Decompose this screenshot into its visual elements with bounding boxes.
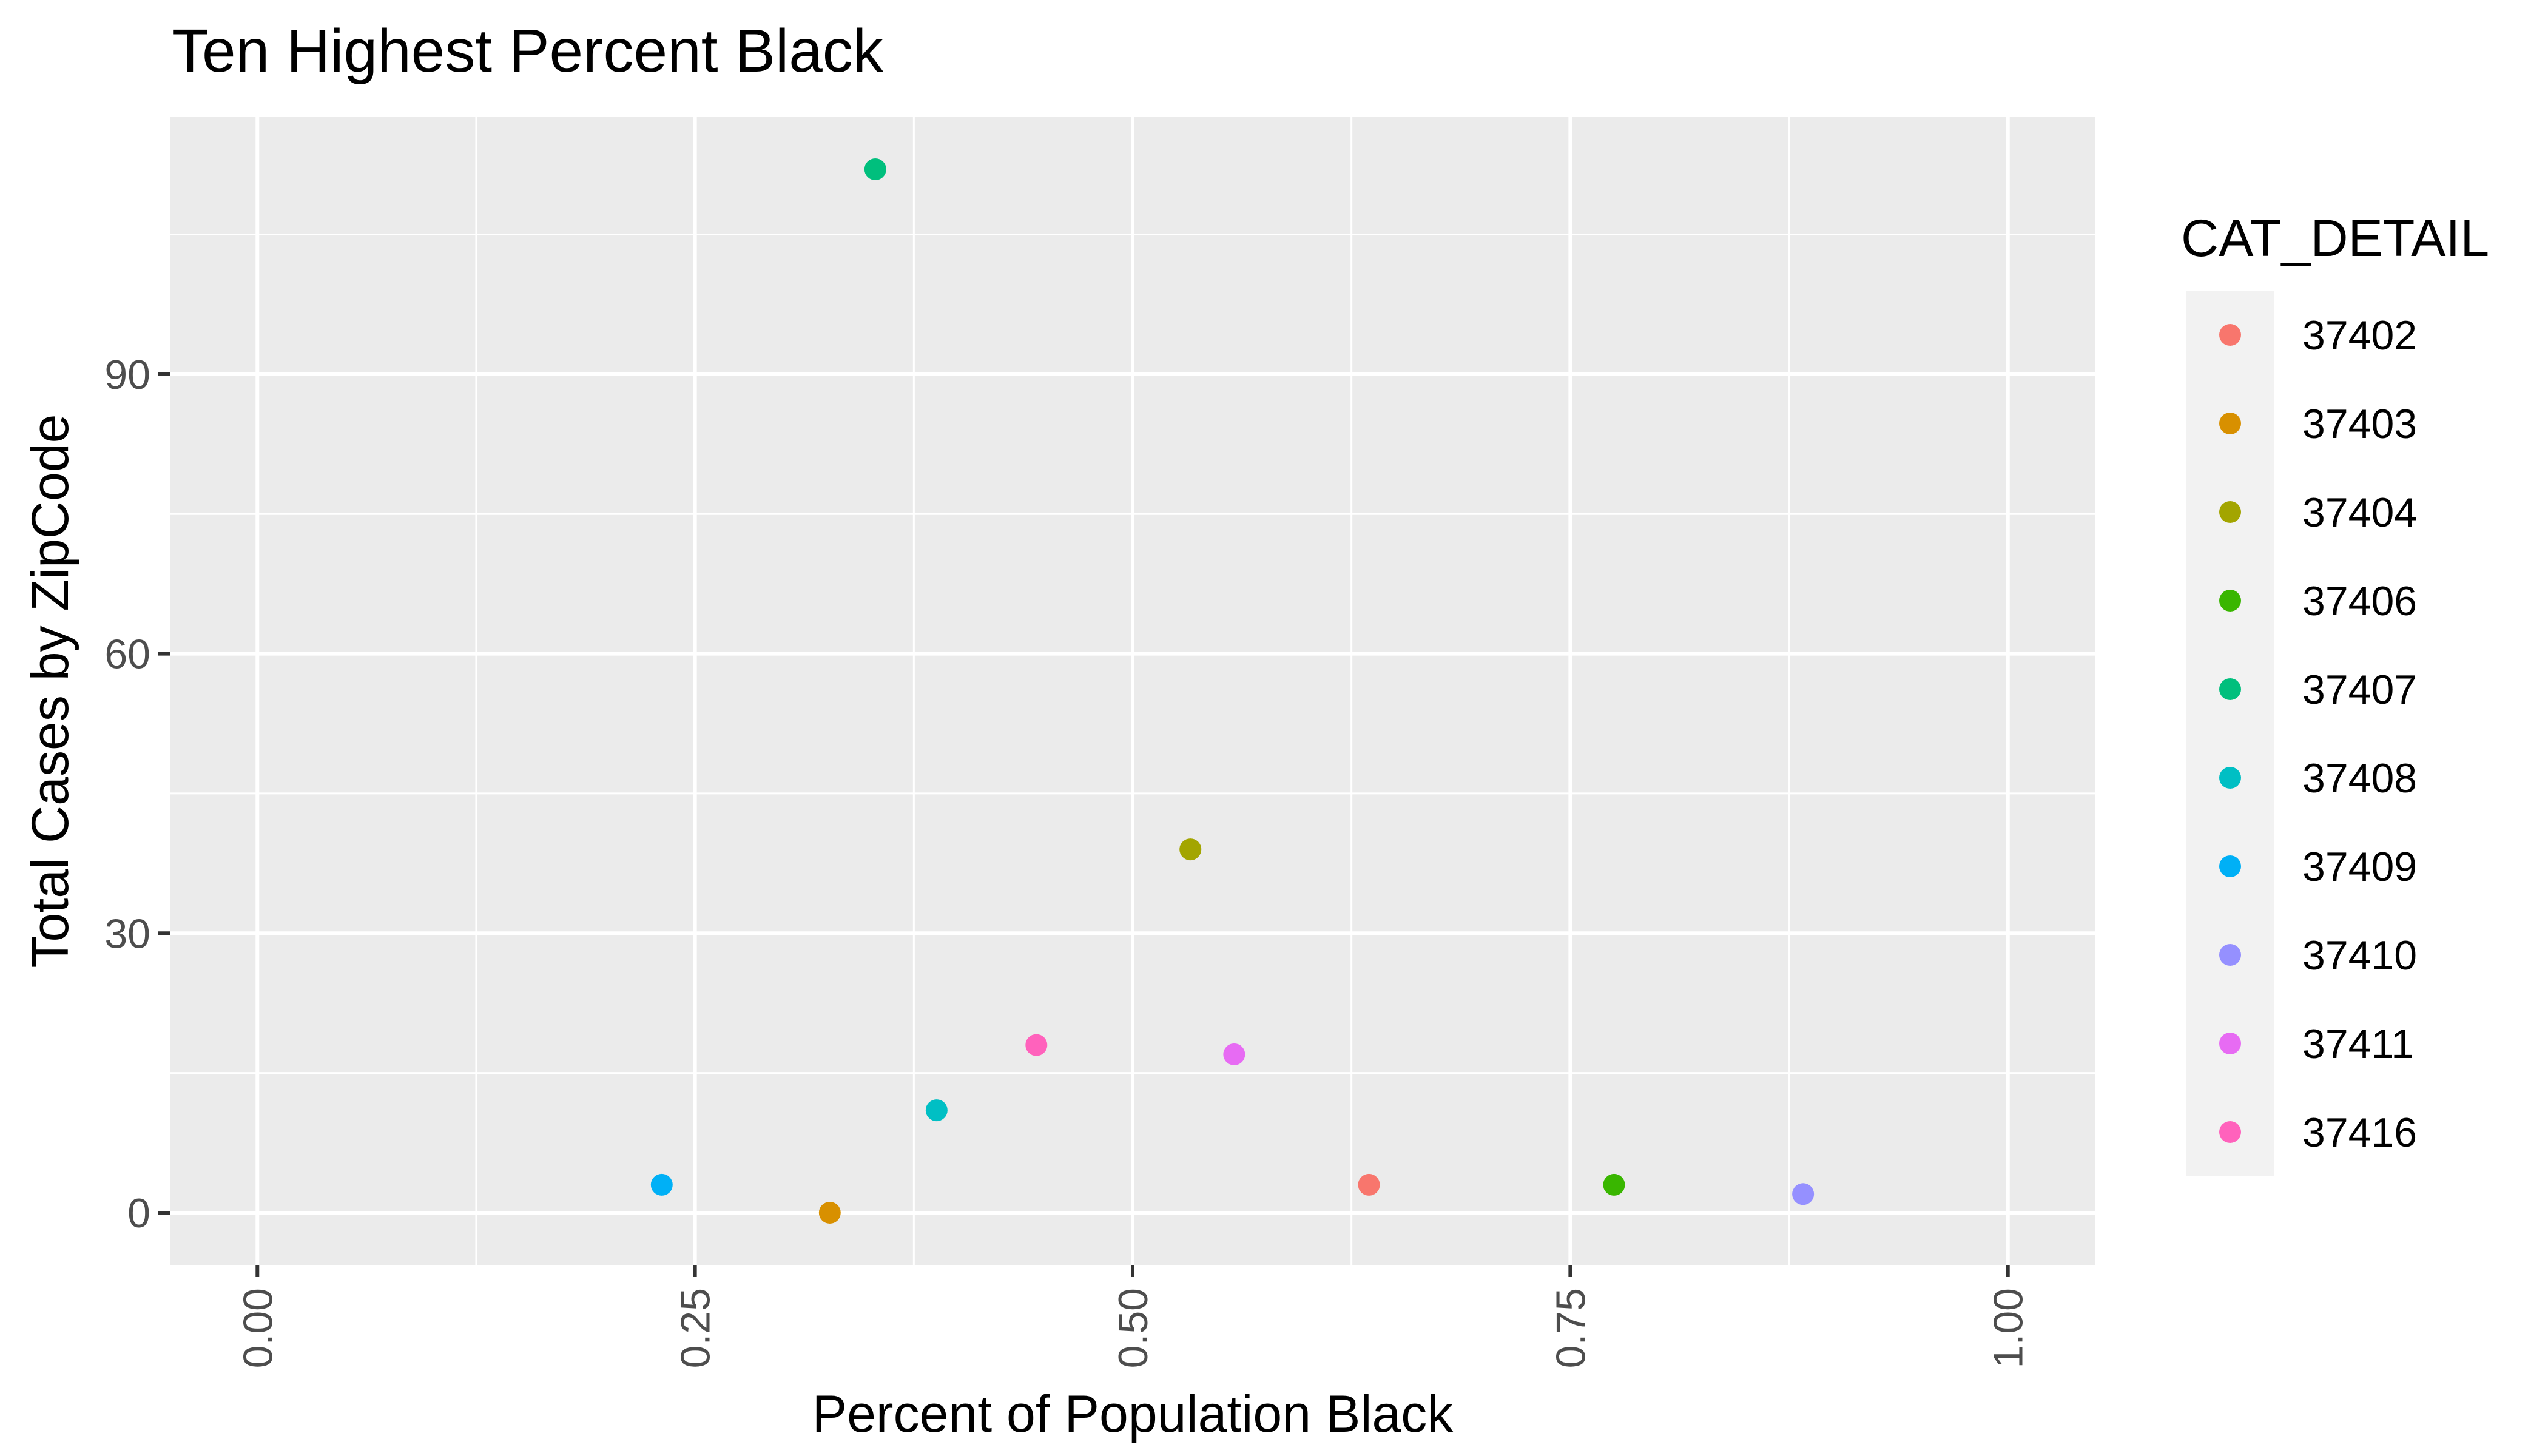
- data-point-37416: [1025, 1034, 1048, 1056]
- x-tick-label: 1.00: [1986, 1288, 2032, 1368]
- legend-key-37408: [2219, 767, 2241, 789]
- x-tick-label: 0.75: [1548, 1288, 1594, 1368]
- data-point-37408: [925, 1099, 948, 1122]
- data-point-37407: [864, 158, 886, 180]
- x-tick-label: 0.25: [673, 1288, 719, 1368]
- chart-title: Ten Highest Percent Black: [172, 17, 884, 85]
- legend-key-37410: [2219, 944, 2241, 966]
- y-tick-label: 90: [104, 352, 150, 398]
- legend-key-background: [2186, 291, 2274, 1176]
- y-tick-label: 0: [127, 1190, 150, 1236]
- y-tick-label: 60: [104, 632, 150, 678]
- legend-label-37416: 37416: [2302, 1110, 2417, 1156]
- legend-label-37411: 37411: [2302, 1021, 2414, 1067]
- legend-key-37409: [2219, 855, 2241, 877]
- legend-key-37406: [2219, 590, 2241, 612]
- legend-key-37411: [2219, 1033, 2241, 1054]
- data-point-37404: [1179, 838, 1202, 861]
- y-tick-label: 30: [104, 911, 150, 957]
- x-axis-title: Percent of Population Black: [812, 1385, 1454, 1443]
- legend-label-37407: 37407: [2302, 667, 2417, 713]
- data-point-37403: [818, 1202, 841, 1224]
- y-axis-title: Total Cases by ZipCode: [21, 414, 79, 968]
- data-points: [650, 158, 1815, 1224]
- x-tick-label: 0.00: [235, 1288, 281, 1368]
- legend-label-37409: 37409: [2302, 844, 2417, 890]
- legend-label-37408: 37408: [2302, 755, 2417, 801]
- x-tick-label: 0.50: [1110, 1288, 1156, 1368]
- legend-key-37403: [2219, 413, 2241, 434]
- legend-key-37402: [2219, 324, 2241, 346]
- legend-label-37410: 37410: [2302, 932, 2417, 979]
- legend-label-37404: 37404: [2302, 490, 2417, 536]
- legend: CAT_DETAIL 37402374033740437406374073740…: [2181, 209, 2489, 1176]
- legend-label-37402: 37402: [2302, 312, 2417, 359]
- legend-items: 37402 37403 37404 37406 37407 37408 37409 37410…: [2219, 312, 2417, 1156]
- legend-label-37406: 37406: [2302, 578, 2417, 624]
- data-point-37411: [1223, 1043, 1245, 1065]
- data-point-37409: [650, 1173, 673, 1196]
- x-axis-ticks: 0.00 0.25 0.50 0.75 1.00: [235, 1265, 2032, 1368]
- legend-key-37404: [2219, 501, 2241, 523]
- data-point-37410: [1792, 1183, 1815, 1205]
- legend-title: CAT_DETAIL: [2181, 209, 2489, 268]
- data-point-37406: [1603, 1173, 1625, 1196]
- y-axis-ticks: 0 30 60 90: [104, 352, 170, 1236]
- data-point-37402: [1358, 1173, 1380, 1196]
- legend-label-37403: 37403: [2302, 401, 2417, 447]
- major-gridlines: [170, 117, 2095, 1265]
- legend-key-37407: [2219, 678, 2241, 700]
- legend-key-37416: [2219, 1121, 2241, 1143]
